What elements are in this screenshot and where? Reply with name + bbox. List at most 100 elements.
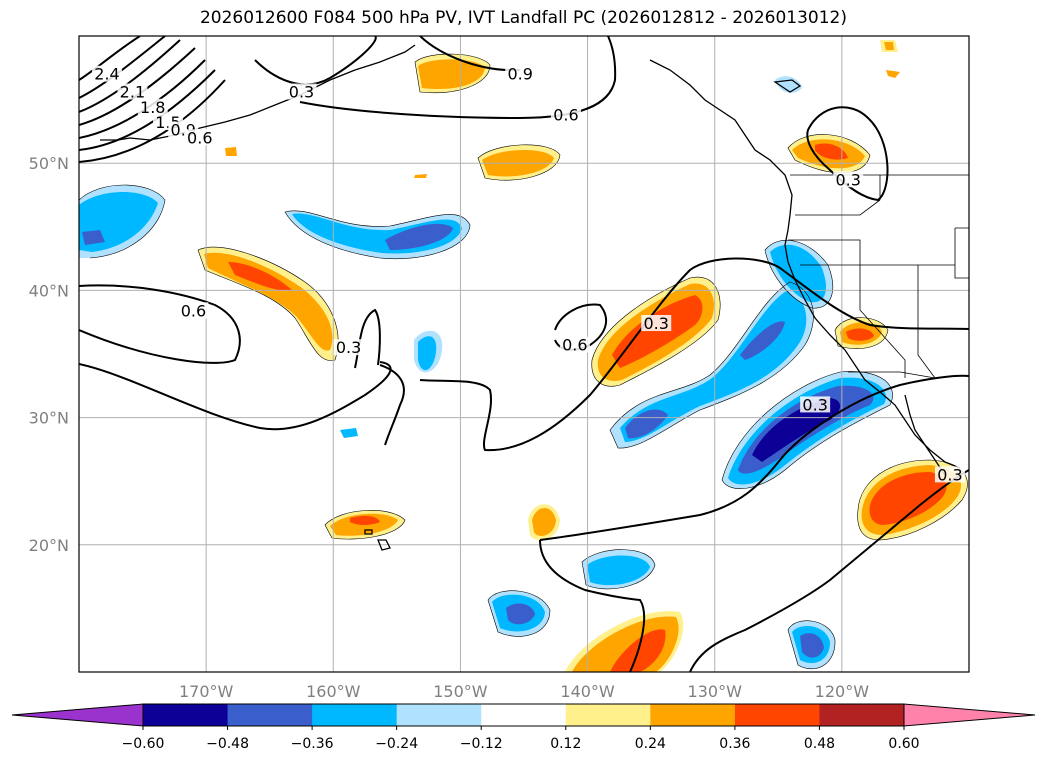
outline (487, 590, 551, 637)
colorbar-frame (142, 703, 905, 727)
pv-contour (79, 79, 226, 163)
contour-label-group: 2.4 (91, 65, 122, 84)
contour-label-group: 0.3 (833, 170, 864, 189)
outline (284, 210, 471, 259)
shade-blob (770, 244, 826, 303)
lon-tick-label: 170°W (179, 682, 234, 701)
contour-label-bg (286, 83, 317, 100)
colorbar-segment (227, 704, 313, 726)
border (788, 239, 861, 265)
contour-label: 0.6 (562, 336, 587, 355)
lon-axis-labels: 170°W 160°W 150°W 140°W 130°W 120°W (179, 682, 869, 701)
state-borders (788, 174, 969, 379)
contour-label-bg (505, 65, 536, 82)
shade-blob (340, 428, 358, 438)
contour-label: 0.3 (802, 395, 827, 414)
border (954, 227, 969, 279)
shade-blob (800, 633, 824, 658)
contour-label-group: 1.8 (137, 98, 168, 117)
coastline (100, 44, 961, 551)
shade-blob (385, 223, 453, 250)
colorbar-tick-label: 0.60 (888, 736, 919, 752)
colorbar-segment (481, 704, 567, 726)
contour-label-bg (184, 129, 215, 146)
shade-blob (740, 321, 785, 360)
coastline-segment (904, 394, 946, 476)
negative-anomaly-shading (79, 76, 893, 669)
lat-axis-labels: 50°N 40°N 30°N 20°N (29, 154, 69, 555)
lon-tick-label: 120°W (815, 682, 870, 701)
contour-label-group: 0.3 (800, 395, 831, 414)
shade-blob (532, 507, 556, 536)
contour-label: 1.8 (140, 98, 165, 117)
lon-tick-label: 130°W (688, 682, 743, 701)
outline (857, 459, 968, 541)
outline (834, 317, 889, 349)
lat-tick-label: 40°N (29, 281, 69, 300)
lon-tick-label: 140°W (560, 682, 615, 701)
contour-label-bg (559, 336, 590, 353)
pv-contours (79, 36, 969, 672)
contour-label-bg (178, 302, 209, 319)
colorbar-tick-label: −0.60 (122, 736, 165, 752)
contour-label: 2.1 (120, 83, 145, 102)
outline (197, 246, 339, 361)
contour-label: 0.6 (181, 301, 206, 320)
coastline-segment (100, 44, 416, 141)
shade-blob (886, 70, 900, 78)
outline (591, 276, 721, 387)
shade-blob (414, 174, 427, 178)
contour-label: 0.6 (187, 128, 212, 147)
island (773, 79, 802, 93)
contour-label: 0.6 (553, 105, 578, 124)
colorbar-tick-label: −0.24 (375, 736, 418, 752)
contour-label-group: 2.1 (117, 83, 148, 102)
shade-blob (884, 42, 894, 50)
lon-tick-label: 160°W (306, 682, 361, 701)
contour-label-group: 0.3 (286, 83, 317, 102)
contour-label-bg (800, 396, 831, 413)
contour-label-group: 0.6 (550, 105, 581, 124)
lat-tick-label: 50°N (29, 154, 69, 173)
contour-label-group: 0.6 (184, 128, 215, 147)
outline (764, 240, 834, 309)
shade-blob (815, 143, 848, 160)
border (917, 265, 936, 379)
shade-blob (350, 515, 380, 525)
contour-label: 0.3 (644, 314, 669, 333)
outline (79, 184, 166, 259)
contour-label: 0.3 (835, 170, 860, 189)
shade-blob (228, 262, 292, 291)
contour-label: 0.3 (336, 338, 361, 357)
contour-label-group: 0.6 (178, 301, 209, 320)
colorbar-segment (650, 704, 736, 726)
lon-tick-label: 150°W (433, 682, 488, 701)
outline (477, 144, 561, 181)
colorbar-extend-low (11, 703, 144, 727)
outline (581, 549, 656, 590)
pv-contour (299, 36, 617, 120)
contour-label-bg (833, 171, 864, 188)
colorbar-segment (396, 704, 482, 726)
colorbar-segment (143, 704, 229, 726)
pv-contour (806, 106, 889, 202)
border (848, 371, 936, 379)
shade-blob (418, 336, 437, 371)
pv-contour (379, 364, 405, 446)
colorbar-segment (819, 704, 905, 726)
shade-blob (620, 290, 807, 442)
colorbar-tick-label: 0.24 (635, 736, 666, 752)
contour-label-bg (117, 83, 148, 100)
contour-label-bg (91, 65, 122, 82)
plot-frame (78, 35, 970, 673)
contour-label-bg (333, 339, 364, 356)
shade-blob (846, 328, 874, 341)
colorbar-extend-high (903, 703, 1036, 727)
contour-label: 0.3 (289, 83, 314, 102)
shade-blob (752, 398, 841, 462)
contour-label-group: 0.9 (505, 65, 536, 84)
outline (414, 53, 491, 94)
lat-tick-label: 30°N (29, 409, 69, 428)
shade-blob (506, 603, 535, 625)
